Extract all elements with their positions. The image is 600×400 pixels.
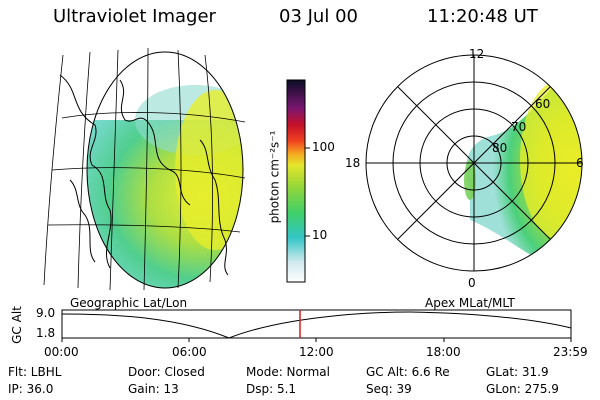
status-flt: Flt: LBHL: [8, 365, 62, 379]
xtick-0600: 06:00: [172, 345, 207, 359]
instrument-title: Ultraviolet Imager: [53, 6, 216, 27]
mlat-label-80: 80: [492, 141, 508, 155]
xtick-0000: 00:00: [44, 345, 79, 359]
status-door: Door: Closed: [128, 365, 205, 379]
mlt-label-0: 0: [468, 276, 476, 290]
status-gc-alt: GC Alt: 6.6 Re: [366, 365, 450, 379]
mlt-label-6: 6: [576, 156, 584, 170]
status-dsp: Dsp: 5.1: [246, 382, 297, 396]
status-seq: Seq: 39: [366, 382, 412, 396]
time-label: 11:20:48 UT: [427, 6, 538, 27]
timeline-plot: [61, 309, 572, 342]
apex-panel-label: Apex MLat/MLT: [425, 296, 515, 310]
status-mode: Mode: Normal: [246, 365, 330, 379]
status-gain: Gain: 13: [128, 382, 179, 396]
colorbar-unit-label: photon cm⁻²s⁻¹: [267, 130, 282, 224]
polar-plot: [365, 54, 583, 272]
status-glon: GLon: 275.9: [486, 382, 559, 396]
status-ip: IP: 36.0: [8, 382, 54, 396]
colorbar-tick-10: 10: [312, 228, 328, 242]
geographic-image: [43, 47, 246, 291]
xtick-2359: 23:59: [553, 345, 588, 359]
ytick-9: 9.0: [36, 306, 56, 320]
ytick-1-8: 1.8: [36, 326, 56, 340]
colorbar-tick-100: 100: [312, 140, 335, 154]
status-glat: GLat: 31.9: [486, 365, 549, 379]
mlat-label-60: 60: [535, 97, 551, 111]
mlt-label-18: 18: [345, 156, 361, 170]
xtick-1800: 18:00: [426, 345, 461, 359]
xtick-1200: 12:00: [299, 345, 334, 359]
colorbar: [286, 79, 310, 283]
timeline-ylabel: GC Alt: [10, 306, 24, 344]
geographic-panel-label: Geographic Lat/Lon: [70, 296, 188, 310]
mlat-label-70: 70: [511, 120, 527, 134]
mlt-label-12: 12: [469, 47, 485, 61]
date-label: 03 Jul 00: [279, 6, 358, 27]
